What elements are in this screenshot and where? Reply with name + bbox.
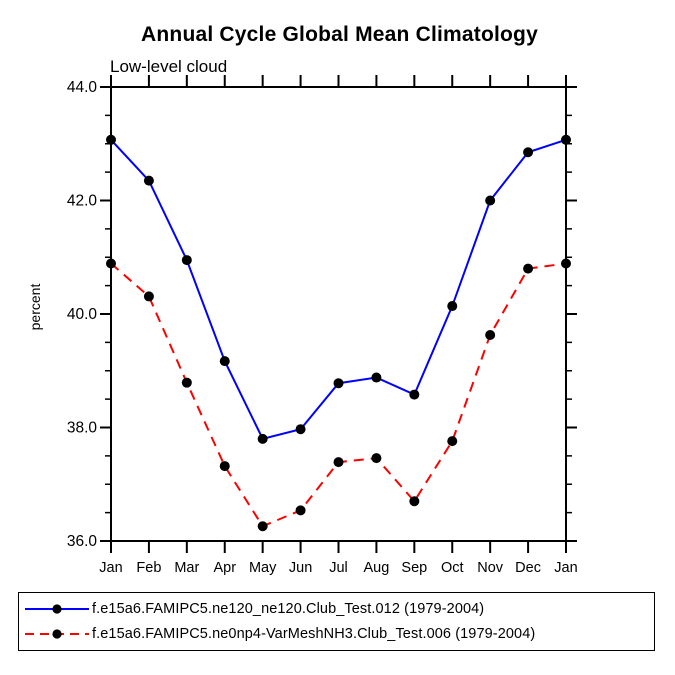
svg-text:Mar: Mar <box>174 560 199 576</box>
svg-text:38.0: 38.0 <box>67 420 98 437</box>
svg-text:42.0: 42.0 <box>67 193 98 210</box>
svg-text:Feb: Feb <box>136 560 161 576</box>
dashed-line-marker-icon <box>25 629 89 639</box>
chart-title: Annual Cycle Global Mean Climatology <box>141 23 538 46</box>
svg-text:Sep: Sep <box>401 560 427 576</box>
svg-text:Aug: Aug <box>364 560 390 576</box>
solid-line-marker-icon <box>25 604 89 614</box>
svg-text:Jan: Jan <box>99 560 122 576</box>
svg-text:Oct: Oct <box>441 560 464 576</box>
svg-text:May: May <box>249 560 277 576</box>
svg-text:Jun: Jun <box>289 560 312 576</box>
svg-text:Jul: Jul <box>329 560 348 576</box>
svg-text:Apr: Apr <box>213 560 236 576</box>
legend: f.e15a6.FAMIPC5.ne120_ne120.Club_Test.01… <box>18 592 655 651</box>
legend-item-series1: f.e15a6.FAMIPC5.ne120_ne120.Club_Test.01… <box>19 601 654 617</box>
legend-label-series2: f.e15a6.FAMIPC5.ne0np4-VarMeshNH3.Club_T… <box>92 625 536 642</box>
svg-text:36.0: 36.0 <box>67 533 98 550</box>
chart-subtitle: Low-level cloud <box>110 57 228 76</box>
plot-area: 36.0 38.0 40.0 42.0 44.0 Jan Feb Mar Apr May Jun Ju… <box>67 75 578 576</box>
svg-text:Jan: Jan <box>554 560 577 576</box>
svg-text:Nov: Nov <box>477 560 504 576</box>
svg-text:44.0: 44.0 <box>67 79 98 96</box>
svg-text:Dec: Dec <box>515 560 541 576</box>
svg-text:40.0: 40.0 <box>67 306 98 323</box>
legend-item-series2: f.e15a6.FAMIPC5.ne0np4-VarMeshNH3.Club_T… <box>19 626 654 642</box>
legend-label-series1: f.e15a6.FAMIPC5.ne120_ne120.Club_Test.01… <box>92 601 485 618</box>
